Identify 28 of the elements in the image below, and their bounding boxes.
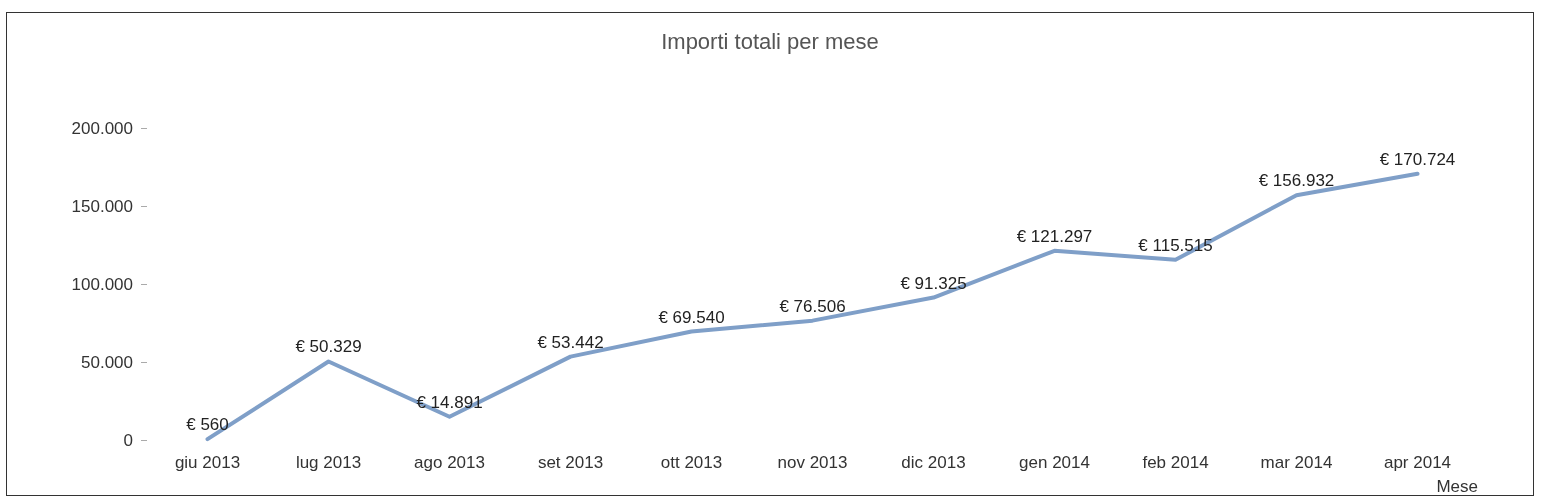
data-label: € 76.506: [779, 296, 846, 316]
data-label: € 50.329: [295, 337, 362, 357]
x-tick-label: mar 2014: [1260, 453, 1333, 472]
x-axis-title: Mese: [1436, 477, 1478, 496]
y-tick-label: 50.000: [81, 352, 133, 372]
y-tick-label: 0: [123, 430, 133, 450]
x-tick-label: feb 2014: [1142, 453, 1209, 472]
y-tick-label: 200.000: [71, 118, 133, 138]
data-label: € 560: [186, 415, 229, 435]
x-tick-label: dic 2013: [901, 453, 966, 472]
chart-title: Importi totali per mese: [661, 28, 879, 54]
data-label: € 91.325: [900, 273, 967, 293]
data-label: € 170.724: [1379, 149, 1456, 169]
y-tick-label: 100.000: [71, 274, 133, 294]
data-label: € 156.932: [1258, 171, 1335, 191]
x-tick-label: giu 2013: [174, 453, 241, 472]
x-tick-label: apr 2014: [1383, 453, 1452, 472]
data-label: € 53.442: [537, 332, 604, 352]
data-label: € 69.540: [658, 307, 725, 327]
y-tick-label: 150.000: [71, 196, 133, 216]
x-tick-label: lug 2013: [295, 453, 362, 472]
data-label: € 14.891: [416, 392, 483, 412]
data-label: € 121.297: [1016, 226, 1093, 246]
x-tick-label: nov 2013: [777, 453, 848, 472]
x-tick-label: ott 2013: [660, 453, 723, 472]
x-tick-label: ago 2013: [414, 453, 485, 472]
x-tick-label: gen 2014: [1019, 453, 1090, 472]
x-tick-label: set 2013: [537, 453, 604, 472]
